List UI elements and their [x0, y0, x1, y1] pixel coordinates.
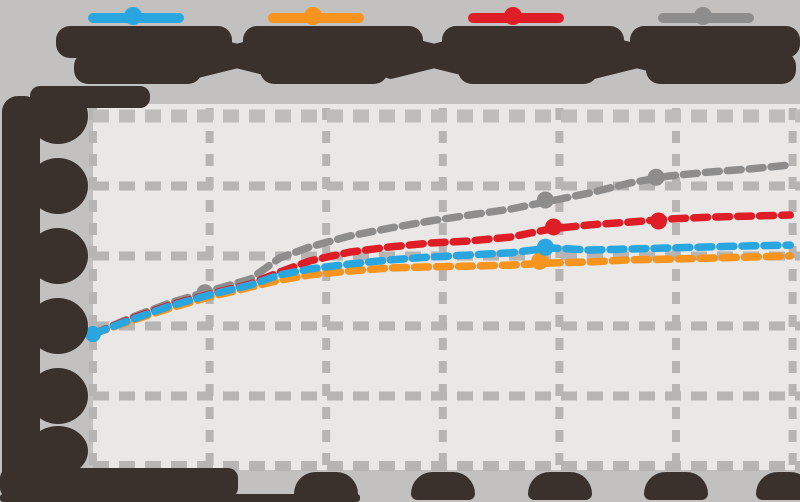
x-tick-label-blob [756, 472, 800, 500]
x-tick-label-blob [644, 472, 708, 500]
legend-circle-marker-icon [124, 7, 142, 25]
y-tick-label-blob [28, 158, 88, 214]
legend-circle-marker-icon [694, 7, 712, 25]
legend-circle-marker-icon [504, 7, 522, 25]
series-point-marker-icon [647, 168, 665, 186]
series-point-marker-icon [650, 212, 668, 230]
series-point-marker-icon [531, 252, 549, 270]
y-tick-label-blob [28, 368, 88, 424]
x-tick-label-blob [528, 472, 592, 500]
series-line [89, 241, 795, 338]
y-tick-label-blob [28, 298, 88, 354]
x-axis-title-blob [0, 494, 360, 502]
y-tick-label-blob [28, 88, 88, 144]
series-point-marker-icon [545, 218, 563, 236]
x-axis-corner-label-blob [0, 468, 238, 498]
legend [0, 0, 800, 90]
legend-circle-marker-icon [304, 7, 322, 25]
series-start-marker-icon [85, 326, 101, 343]
y-tick-label-blob [28, 426, 88, 476]
series-point-marker-icon [536, 191, 554, 209]
y-axis-title-blob [2, 96, 40, 498]
x-tick-label-blob [411, 472, 475, 500]
series-point-marker-icon [536, 238, 554, 256]
legend-label-blob [74, 52, 202, 84]
x-tick-label-blob [294, 472, 358, 500]
y-tick-label-blob [28, 228, 88, 284]
